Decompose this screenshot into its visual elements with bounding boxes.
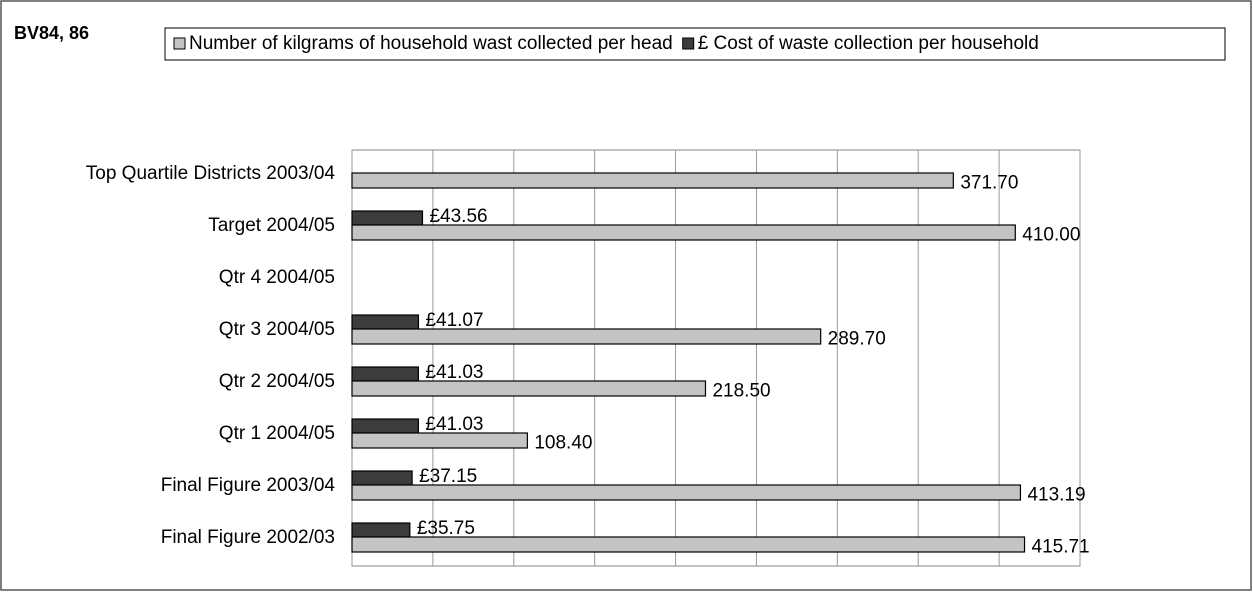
- category-label: Qtr 4 2004/05: [219, 267, 335, 288]
- category-label: Final Figure 2003/04: [161, 475, 336, 496]
- data-label: 371.70: [960, 173, 1018, 194]
- data-label: 108.40: [534, 433, 592, 454]
- data-label: 410.00: [1022, 225, 1080, 246]
- legend-label: Number of kilgrams of household wast col…: [189, 33, 673, 54]
- bar: [351, 328, 822, 345]
- bar: [351, 418, 419, 434]
- bar: [351, 314, 420, 330]
- bar: [351, 172, 954, 189]
- legend-box: [164, 27, 1226, 61]
- data-label: 289.70: [828, 329, 886, 350]
- data-label: £41.03: [425, 414, 483, 435]
- legend-swatch: [682, 37, 695, 50]
- data-label: 415.71: [1032, 537, 1090, 558]
- bar: [351, 366, 419, 382]
- chart-title: BV84, 86: [14, 23, 89, 43]
- data-label: £41.03: [425, 362, 483, 383]
- bar: [351, 484, 1022, 501]
- category-label: Final Figure 2002/03: [161, 527, 335, 548]
- bar: [351, 536, 1026, 553]
- data-label: 413.19: [1027, 485, 1085, 506]
- data-label: 218.50: [712, 381, 770, 402]
- legend-label: £ Cost of waste collection per household: [698, 33, 1039, 54]
- bar: [351, 470, 413, 486]
- data-label: £35.75: [417, 518, 475, 539]
- legend-swatch: [173, 37, 186, 50]
- category-label: Qtr 2 2004/05: [219, 371, 335, 392]
- category-label: Qtr 3 2004/05: [219, 319, 335, 340]
- bar: [351, 522, 411, 538]
- category-label: Target 2004/05: [208, 215, 335, 236]
- data-label: £41.07: [425, 310, 483, 331]
- category-label: Qtr 1 2004/05: [219, 423, 335, 444]
- bar: [351, 224, 1016, 241]
- category-label: Top Quartile Districts 2003/04: [86, 163, 336, 184]
- bar: [351, 432, 528, 449]
- data-label: £37.15: [419, 466, 477, 487]
- data-label: £43.56: [429, 206, 487, 227]
- bar: [351, 380, 707, 397]
- bar: [351, 210, 424, 226]
